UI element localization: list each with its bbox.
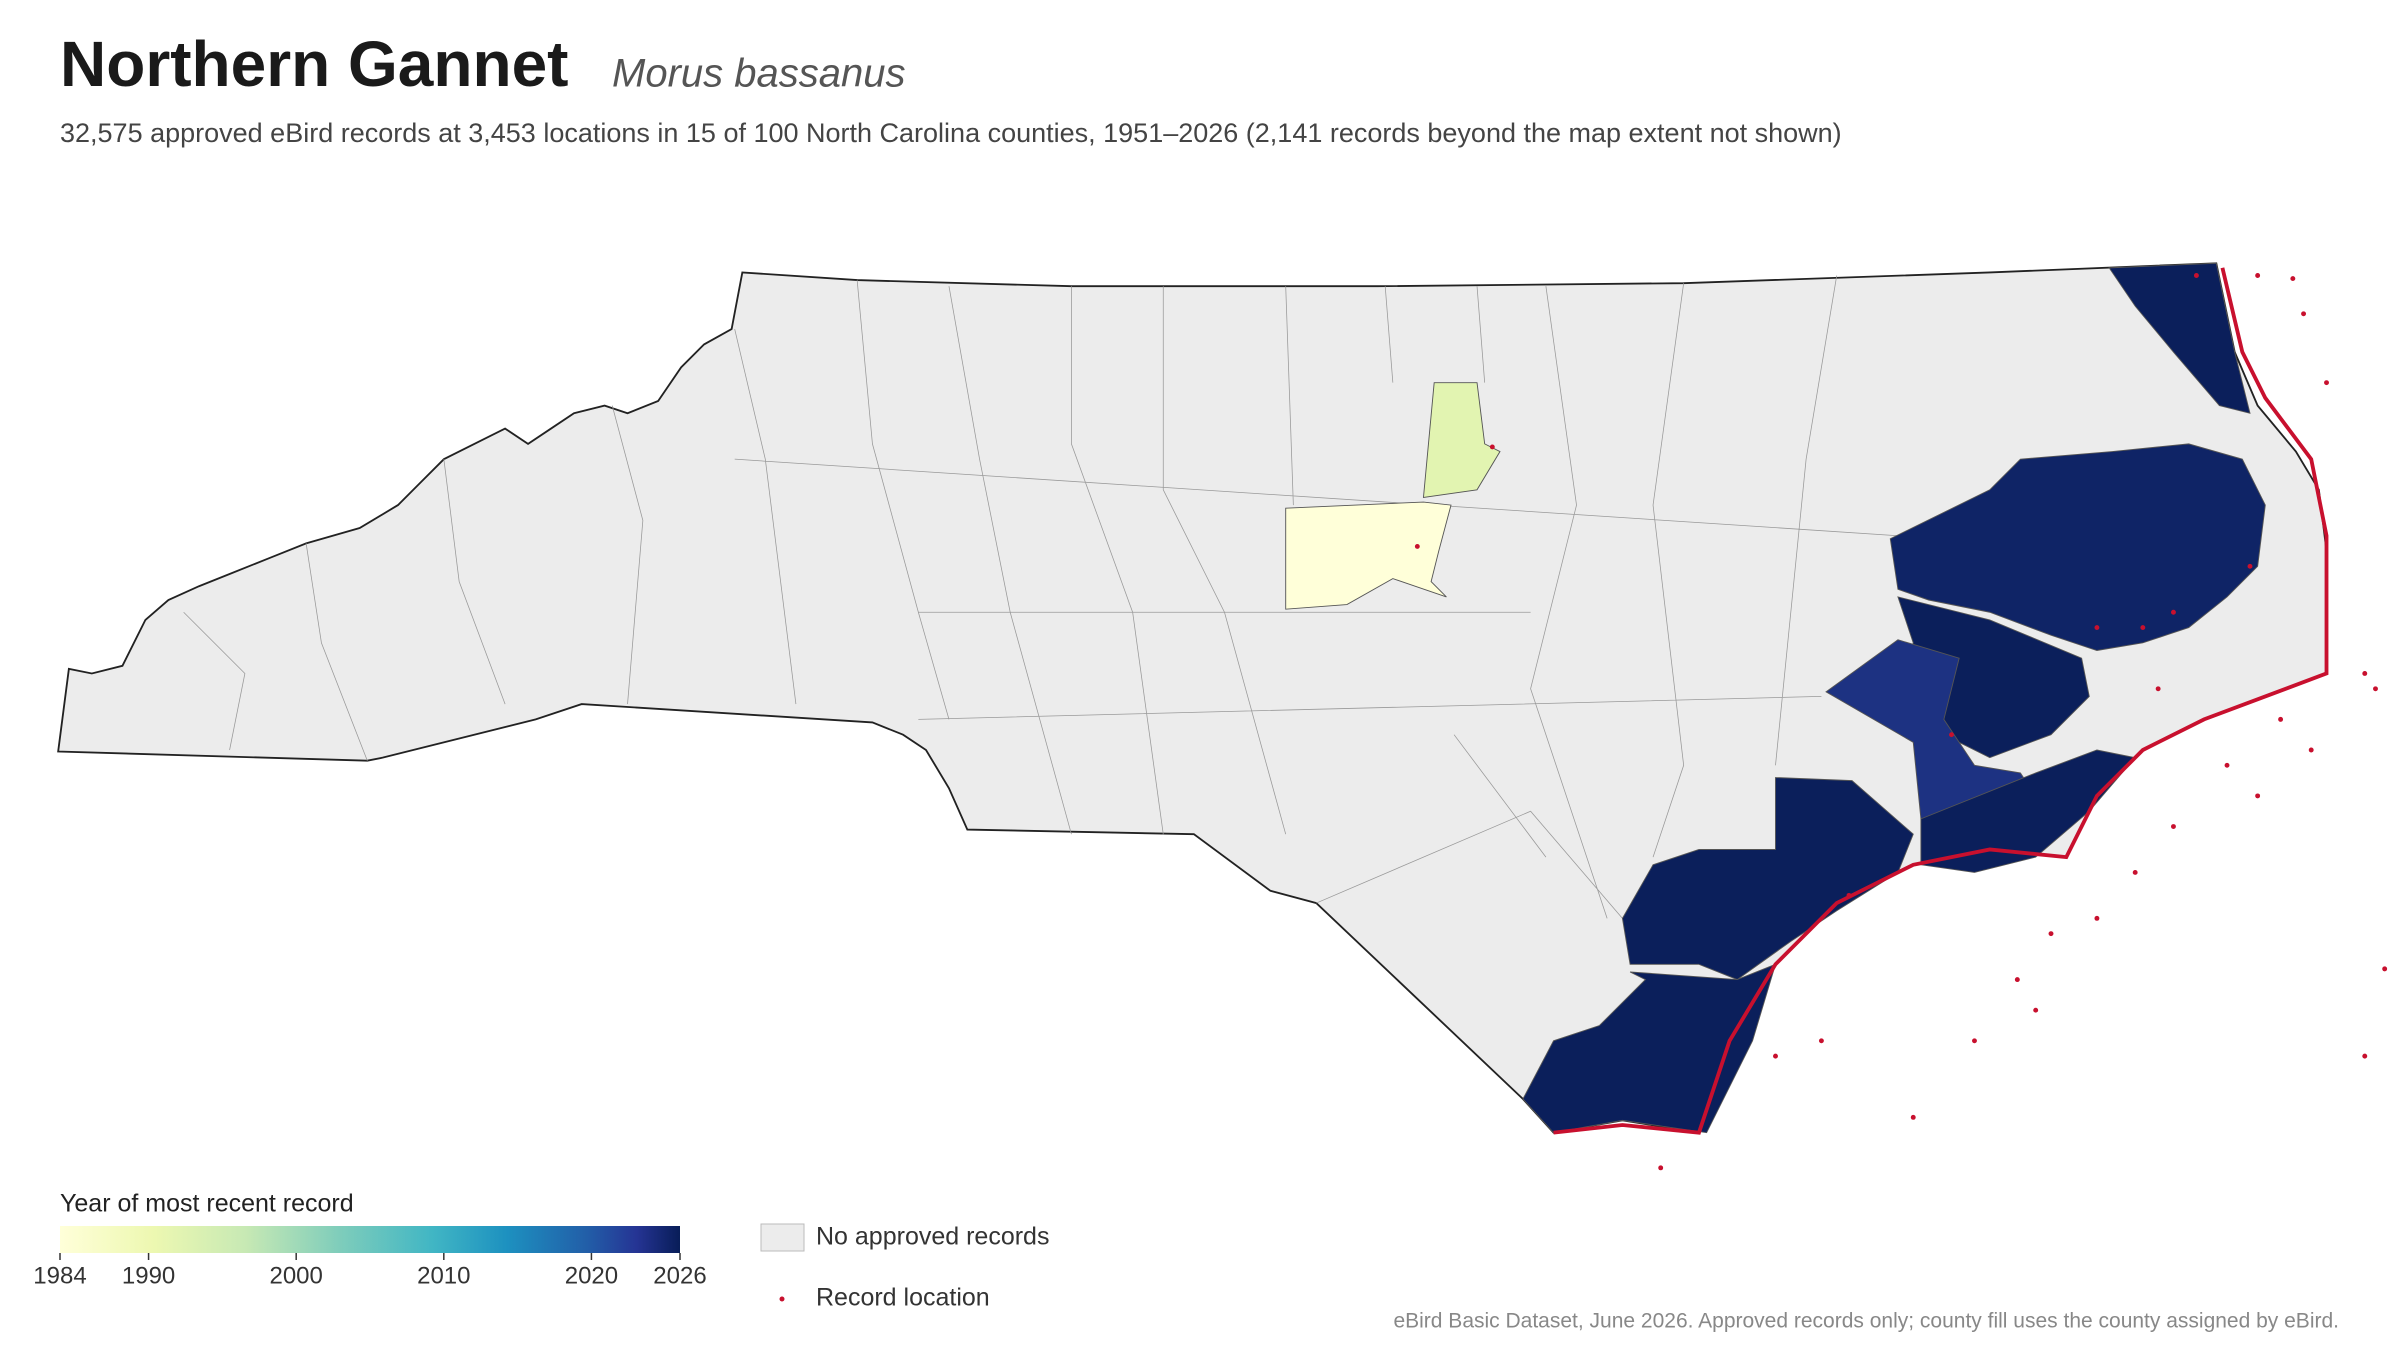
- colorbar: [60, 1226, 680, 1253]
- species-name: Morus bassanus: [612, 52, 905, 96]
- title: Northern Gannet: [60, 28, 568, 100]
- record-dots: [1414, 273, 2388, 1171]
- footer: eBird Basic Dataset, June 2026. Approved…: [1393, 1310, 2339, 1333]
- county-lines: [183, 275, 1898, 919]
- subtitle: 32,575 approved eBird records at 3,453 l…: [60, 118, 1842, 148]
- no-records-label: No approved records: [816, 1223, 1049, 1251]
- colorbar-tick-label: 1990: [122, 1262, 175, 1289]
- recorded-counties: [1285, 262, 2266, 1134]
- colorbar-tick-label: 2020: [565, 1262, 618, 1289]
- coastal-records: [1553, 267, 2329, 1135]
- colorbar-tick-label: 2000: [269, 1262, 322, 1289]
- colorbar-tick-label: 2026: [653, 1262, 706, 1289]
- legend-title: Year of most recent record: [60, 1190, 354, 1218]
- colorbar-tick-label: 1984: [33, 1262, 86, 1289]
- colorbar-ticks: 1984 1990 2000 2010 2020 2026: [33, 1253, 707, 1289]
- colorbar-tick-label: 2010: [417, 1262, 470, 1289]
- record-swatch: [779, 1296, 785, 1302]
- record-location-label: Record location: [816, 1284, 990, 1312]
- map: [57, 262, 2388, 1171]
- no-records-swatch: [760, 1223, 805, 1252]
